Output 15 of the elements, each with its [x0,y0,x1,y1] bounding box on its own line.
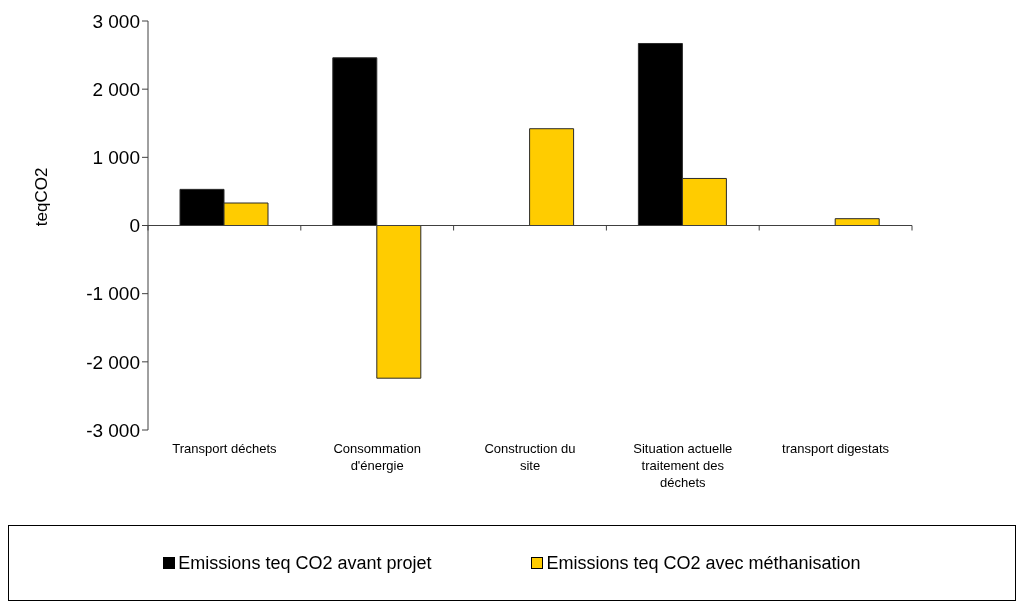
y-axis-title: teqCO2 [32,167,52,227]
y-tick-label: -1 000 [86,283,140,305]
x-tick-label: Situation actuelle traitement des déchets [633,441,733,491]
y-tick-label: 3 000 [92,10,140,32]
y-tick-label: -2 000 [86,351,140,373]
x-tick-label: transport digestats [782,441,890,457]
x-tick-label: Construction du site [484,441,576,474]
legend-label: Emissions teq CO2 avec méthanisation [545,552,861,574]
x-tick-label: Transport déchets [172,441,278,457]
y-tick-label: 1 000 [92,147,140,169]
y-tick-label: 2 000 [92,78,140,100]
legend-label: Emissions teq CO2 avant projet [177,552,432,574]
y-tick-label: -3 000 [86,419,140,441]
x-tick-label: Consommation d'énergie [333,441,421,474]
y-tick-label: 0 [129,215,140,237]
